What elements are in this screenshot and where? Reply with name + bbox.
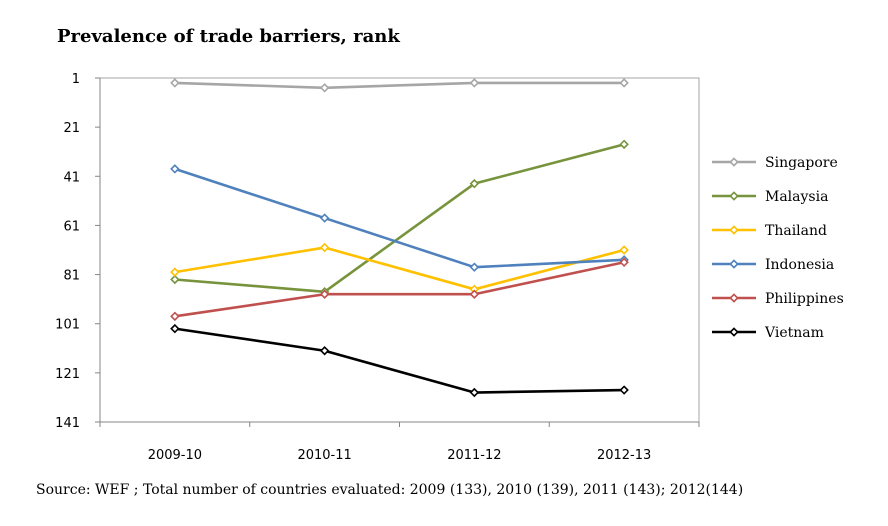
legend-marker-vietnam <box>729 327 739 337</box>
y-tick-label: 61 <box>63 219 80 234</box>
data-point-vietnam <box>170 323 180 334</box>
y-tick-label: 21 <box>63 121 80 136</box>
x-tick-label: 2010-11 <box>297 448 351 463</box>
y-tick-label: 41 <box>63 170 80 185</box>
data-point-thailand <box>619 245 629 255</box>
legend-item-vietnam: Vietnam <box>712 325 824 341</box>
legend-marker-thailand <box>729 225 739 235</box>
data-point-malaysia <box>619 139 629 150</box>
data-point-singapore <box>469 78 480 88</box>
data-point-vietnam <box>619 385 629 395</box>
legend-label-malaysia: Malaysia <box>765 189 828 205</box>
series-indonesia <box>170 164 629 272</box>
x-tick-label: 2011-12 <box>447 448 501 463</box>
data-point-philippines <box>619 257 629 268</box>
legend-label-philippines: Philippines <box>765 291 844 307</box>
y-tick-label: 1 <box>72 72 80 87</box>
source-note: Source: WEF ; Total number of countries … <box>36 482 744 498</box>
legend-marker-malaysia <box>729 191 739 201</box>
legend-label-vietnam: Vietnam <box>764 325 824 341</box>
data-point-indonesia <box>469 262 480 272</box>
legend-label-singapore: Singapore <box>765 155 838 171</box>
x-tick-label: 2012-13 <box>597 448 651 463</box>
data-point-vietnam <box>319 346 330 356</box>
data-point-malaysia <box>469 178 480 189</box>
data-point-philippines <box>469 289 480 299</box>
series-line-philippines <box>174 261 625 318</box>
legend-item-singapore: Singapore <box>712 155 838 171</box>
legend-item-malaysia: Malaysia <box>712 189 828 205</box>
data-point-thailand <box>170 267 180 277</box>
data-point-indonesia <box>170 164 180 174</box>
legend-marker-singapore <box>729 157 739 167</box>
y-tick-label: 81 <box>63 269 80 284</box>
series-philippines <box>170 257 629 322</box>
series-malaysia <box>170 139 629 297</box>
y-tick-label: 121 <box>55 367 80 382</box>
y-tick-label: 101 <box>55 318 80 333</box>
data-point-philippines <box>170 311 180 322</box>
legend-label-indonesia: Indonesia <box>765 257 834 273</box>
series-line-malaysia <box>174 143 625 294</box>
data-point-indonesia <box>319 213 330 223</box>
legend-marker-philippines <box>729 293 739 303</box>
series-line-thailand <box>174 246 625 291</box>
y-tick-label: 141 <box>55 416 80 431</box>
data-point-vietnam <box>469 387 480 398</box>
legend-marker-indonesia <box>729 259 739 269</box>
data-point-singapore <box>170 78 180 88</box>
chart-title: Prevalence of trade barriers, rank <box>57 26 400 47</box>
data-point-singapore <box>619 78 629 88</box>
legend-item-indonesia: Indonesia <box>712 257 834 273</box>
series-singapore <box>170 78 629 93</box>
series-line-indonesia <box>174 167 625 269</box>
series-line-singapore <box>174 81 625 90</box>
data-point-philippines <box>319 289 330 299</box>
x-tick-label: 2009-10 <box>148 448 202 463</box>
series-vietnam <box>170 323 629 398</box>
legend-item-thailand: Thailand <box>712 223 827 239</box>
data-point-thailand <box>319 242 330 253</box>
data-point-malaysia <box>170 274 180 285</box>
data-point-singapore <box>319 83 330 93</box>
series-line-vietnam <box>174 327 625 394</box>
legend-item-philippines: Philippines <box>712 291 844 307</box>
series-thailand <box>170 242 629 295</box>
legend-label-thailand: Thailand <box>765 223 827 239</box>
